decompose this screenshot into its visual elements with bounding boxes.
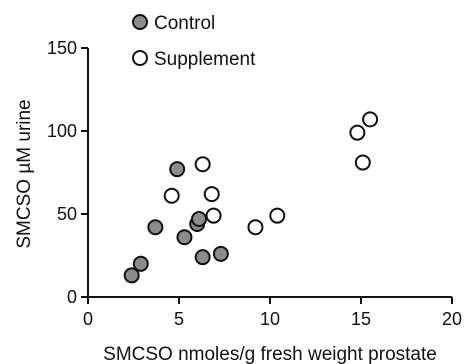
data-point-supplement	[354, 154, 371, 171]
data-point-supplement	[203, 186, 220, 203]
x-tick-label: 0	[83, 309, 93, 329]
data-point-control	[176, 229, 193, 246]
data-point-control	[132, 255, 149, 272]
data-point-control	[191, 210, 208, 227]
x-tick-label: 20	[442, 309, 462, 329]
x-axis-label: SMCSO nmoles/g fresh weight prostate	[103, 344, 437, 364]
data-point-control	[147, 219, 164, 236]
data-point-supplement	[247, 219, 264, 236]
y-tick-label: 50	[57, 204, 77, 224]
data-point-supplement	[163, 187, 180, 204]
data-point-supplement	[269, 207, 286, 224]
legend: Control Supplement	[132, 13, 256, 70]
x-tick-label: 10	[260, 309, 280, 329]
y-axis-label: SMCSO µM urine	[14, 99, 35, 248]
data-point-supplement	[205, 207, 222, 224]
legend-label-supplement: Supplement	[154, 49, 256, 70]
y-ticks: 0 50 100 150	[47, 38, 88, 307]
legend-label-control: Control	[154, 13, 215, 34]
data-point-control	[169, 161, 186, 178]
x-tick-label: 5	[174, 309, 184, 329]
data-point-supplement	[362, 111, 379, 128]
y-tick-label: 100	[47, 121, 77, 141]
legend-marker-supplement	[132, 50, 148, 66]
legend-marker-control	[132, 14, 148, 30]
data-point-control	[212, 245, 229, 262]
data-point-control	[194, 249, 211, 266]
y-tick-label: 0	[67, 287, 77, 307]
data-point-control	[123, 267, 140, 284]
x-tick-label: 15	[351, 309, 371, 329]
data-point-supplement	[349, 124, 366, 141]
x-ticks: 0 5 10 15 20	[83, 297, 462, 329]
data-points	[123, 111, 379, 284]
y-tick-label: 150	[47, 38, 77, 58]
data-point-supplement	[194, 156, 211, 173]
